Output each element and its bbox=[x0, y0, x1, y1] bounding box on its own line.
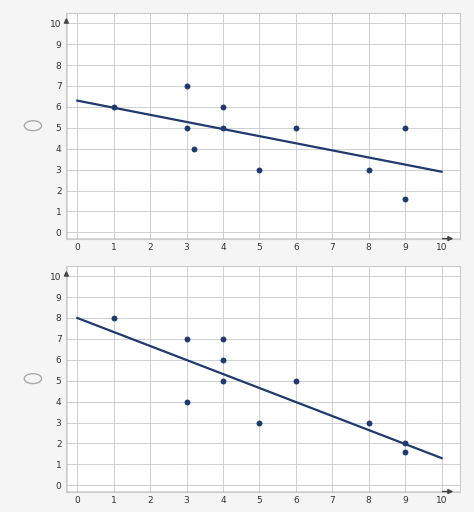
Point bbox=[183, 124, 191, 132]
Point bbox=[401, 447, 409, 456]
Point bbox=[110, 103, 118, 111]
Point bbox=[255, 165, 263, 174]
Point bbox=[219, 377, 227, 385]
Point bbox=[219, 335, 227, 343]
Point bbox=[183, 397, 191, 406]
Point bbox=[183, 82, 191, 90]
Point bbox=[292, 124, 300, 132]
Point bbox=[219, 103, 227, 111]
Point bbox=[401, 124, 409, 132]
Point bbox=[219, 124, 227, 132]
Point bbox=[292, 377, 300, 385]
Point bbox=[183, 335, 191, 343]
Point bbox=[255, 418, 263, 426]
Point bbox=[401, 195, 409, 203]
Point bbox=[190, 144, 198, 153]
Point bbox=[401, 439, 409, 447]
Point bbox=[110, 314, 118, 322]
Point bbox=[219, 356, 227, 364]
Point bbox=[365, 418, 373, 426]
Point bbox=[365, 165, 373, 174]
